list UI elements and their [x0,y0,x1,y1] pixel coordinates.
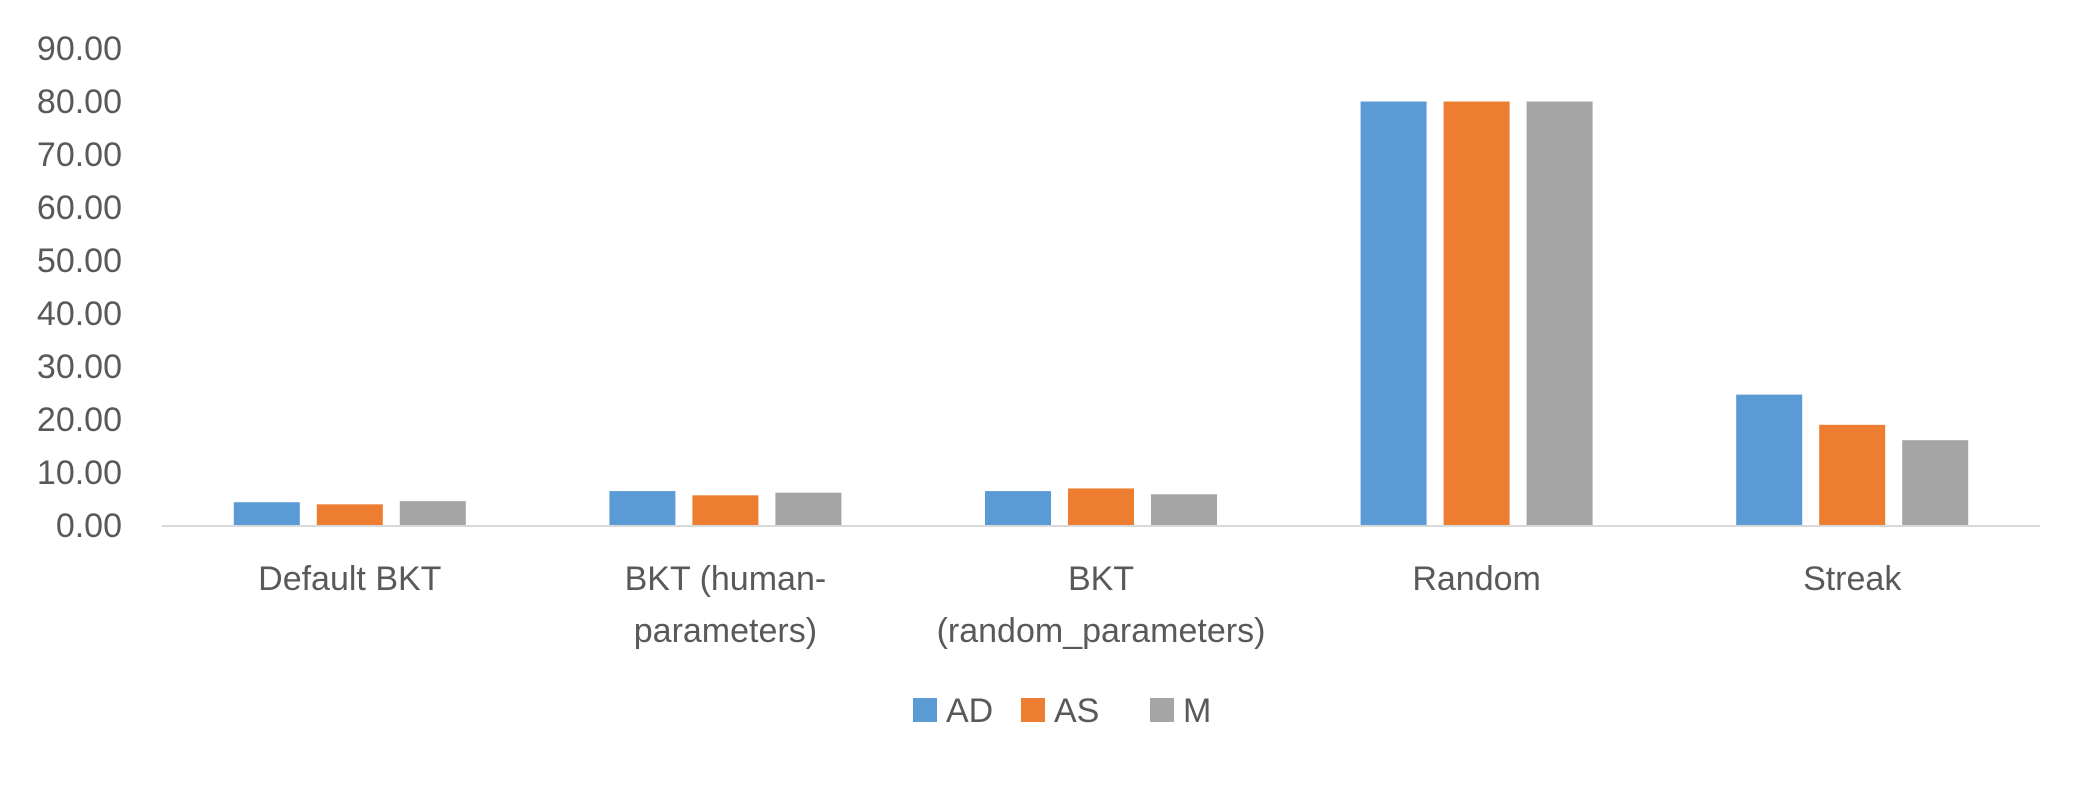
y-tick-label: 30.00 [37,348,122,386]
legend-swatch-ad [913,698,937,722]
category-label: BKT [1068,560,1134,598]
legend: AD AS M [913,692,1211,730]
y-tick-label: 70.00 [37,136,122,174]
legend-label-ad: AD [946,692,993,730]
y-axis-ticks: 0.00 10.00 20.00 30.00 40.00 50.00 60.00 70.00 8… [37,30,122,545]
category-label: Streak [1803,560,1902,598]
legend-label-as: AS [1054,692,1099,730]
bar-m-4 [1902,440,1969,525]
bar-m-3 [1526,101,1593,525]
category-label: Default BKT [258,560,441,598]
y-tick-label: 40.00 [37,295,122,333]
legend-swatch-as [1021,698,1045,722]
y-tick-label: 0.00 [56,507,122,545]
category-label: (random_parameters) [937,612,1266,650]
y-tick-label: 80.00 [37,83,122,121]
bar-ad-4 [1736,394,1803,525]
category-label: BKT (human- [625,560,827,598]
y-tick-label: 10.00 [37,454,122,492]
bar-as-4 [1819,424,1886,525]
y-tick-label: 20.00 [37,401,122,439]
category-labels: Default BKT BKT (human-parameters) BKT (ran… [258,560,1902,650]
bar-as-0 [316,504,383,525]
bar-ad-2 [985,491,1051,525]
bar-as-2 [1068,488,1134,525]
category-label: parameters) [634,612,817,650]
y-tick-label: 60.00 [37,189,122,227]
legend-swatch-m [1150,698,1174,722]
category-label: Random [1412,560,1541,598]
bar-ad-1 [609,491,676,525]
bar-ad-3 [1360,101,1427,525]
bar-m-1 [775,492,842,525]
y-tick-label: 90.00 [37,30,122,68]
bar-as-3 [1443,101,1510,525]
bar-ad-0 [233,502,300,525]
legend-label-m: M [1183,692,1211,730]
bar-m-2 [1151,494,1217,525]
y-tick-label: 50.00 [37,242,122,280]
bar-as-1 [692,495,759,525]
bar-m-0 [399,501,466,525]
bar-series [233,101,1969,525]
